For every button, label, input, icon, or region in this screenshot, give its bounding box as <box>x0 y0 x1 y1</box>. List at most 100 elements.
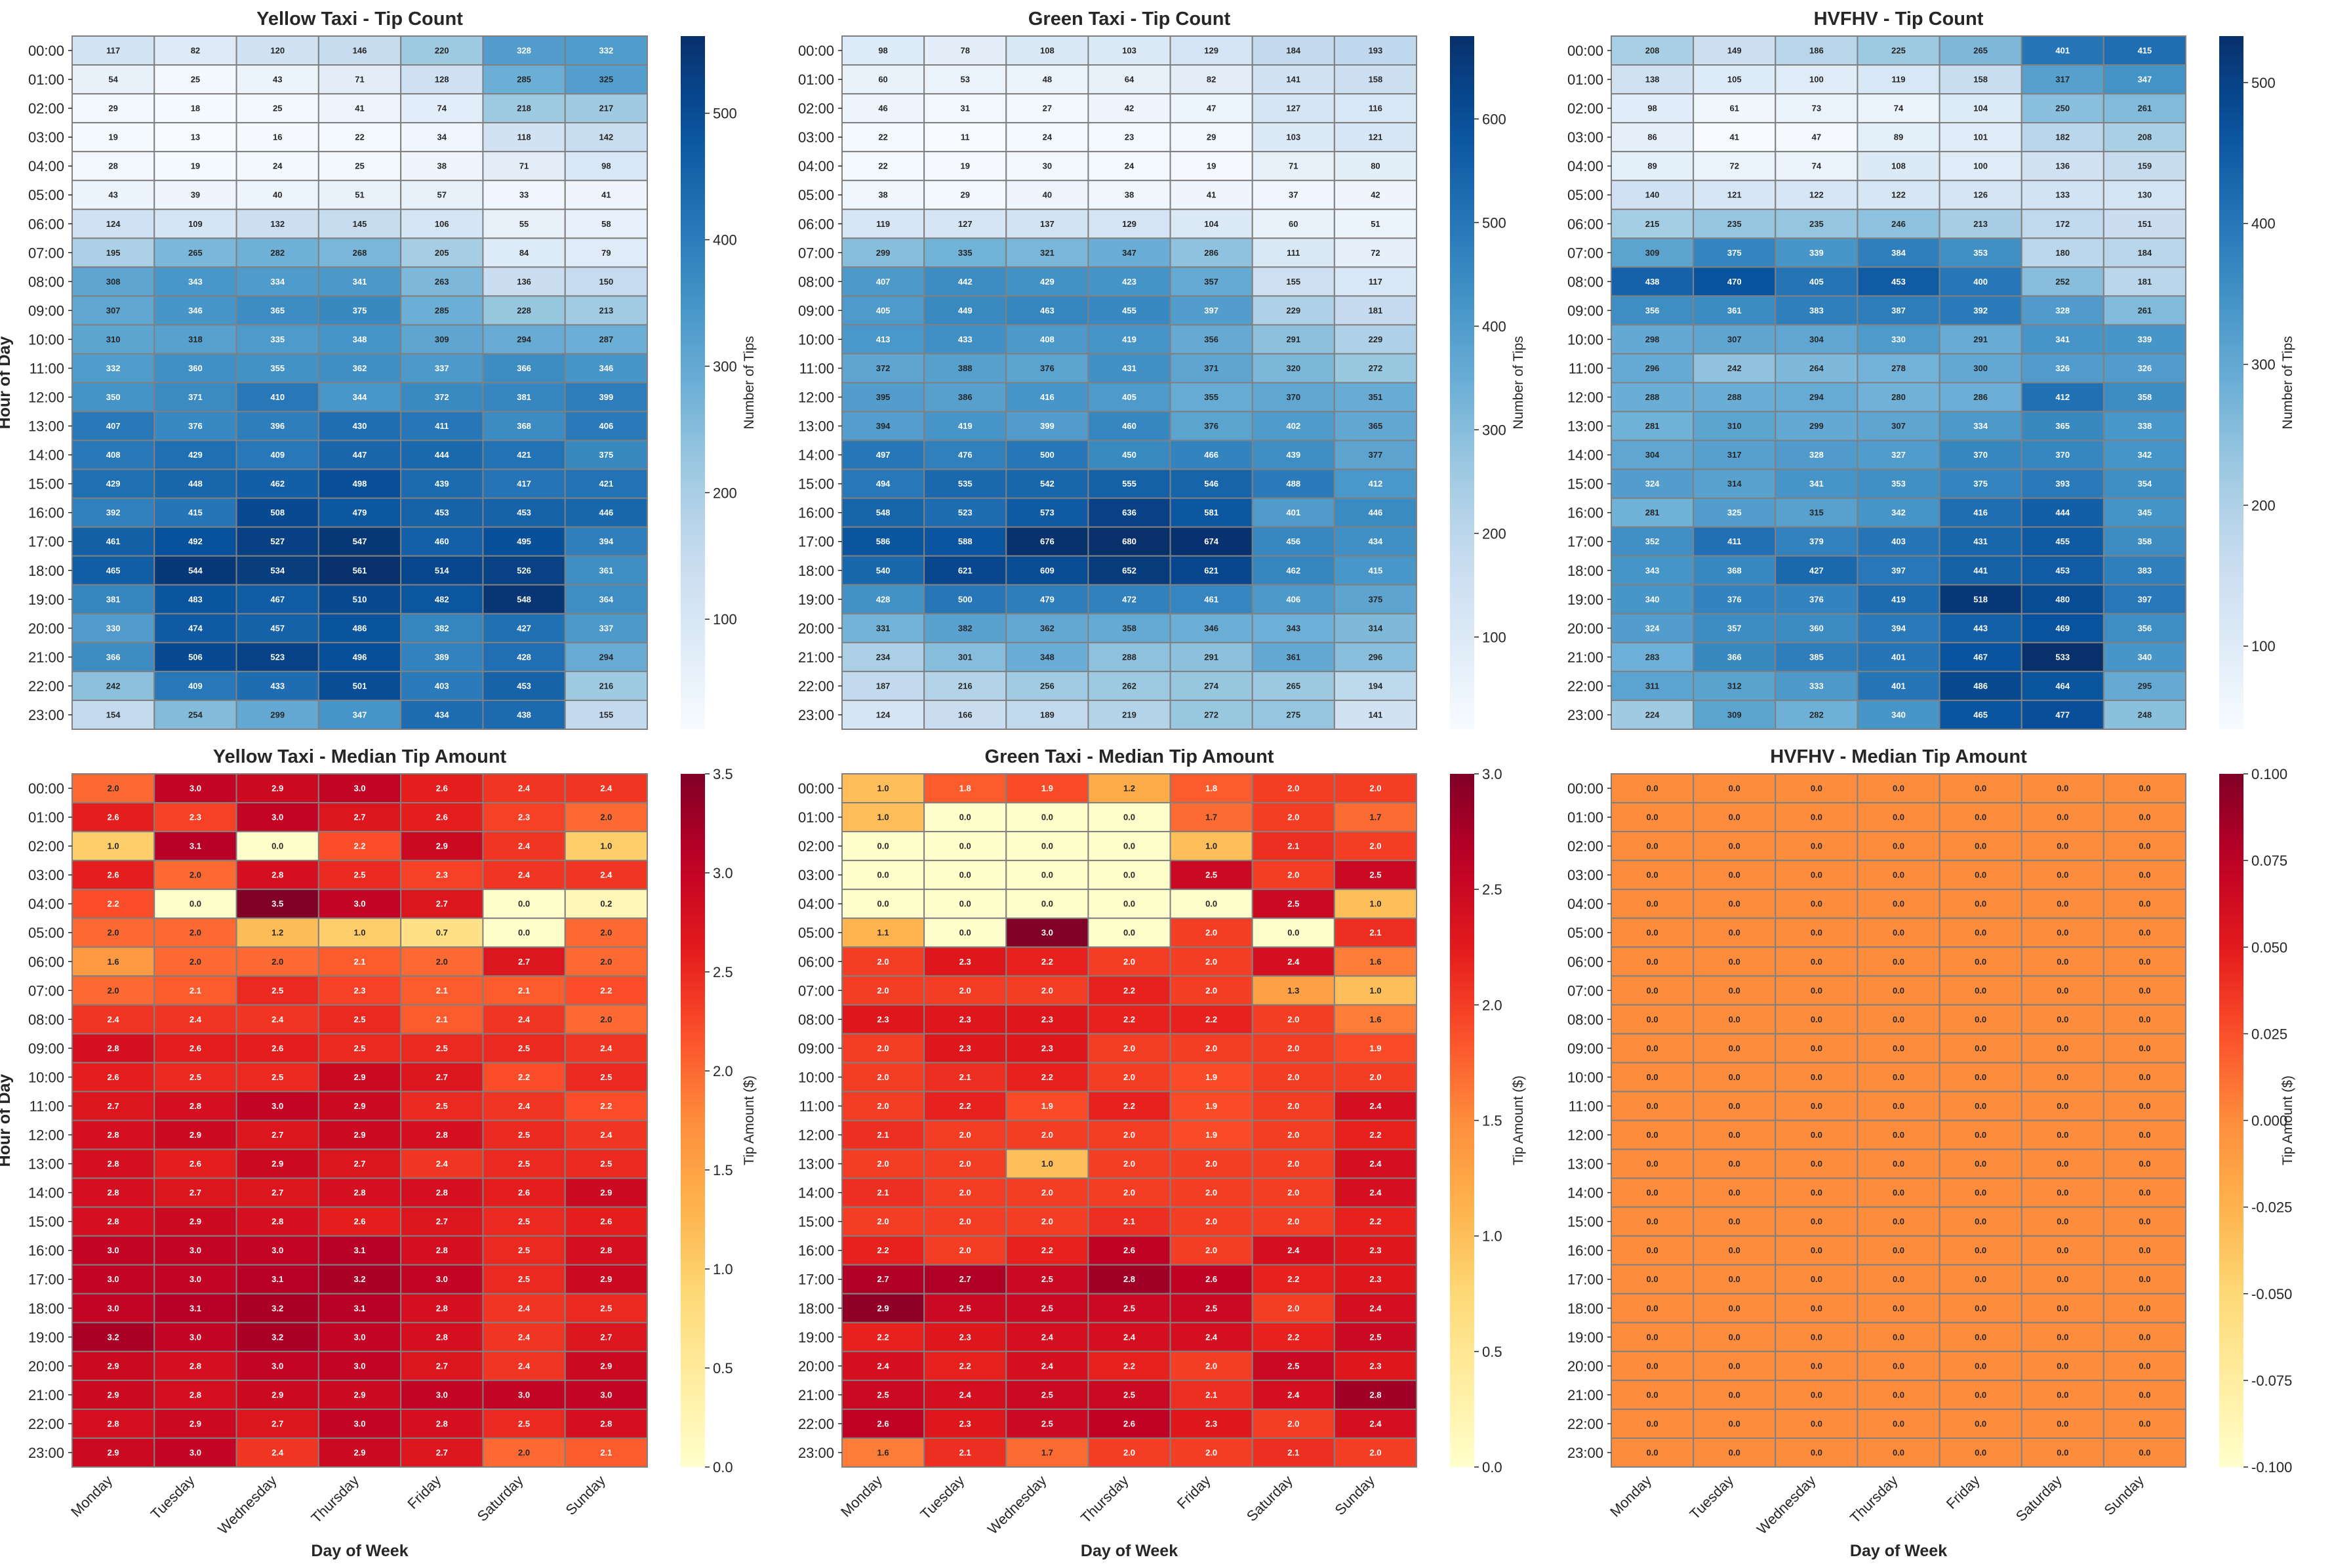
y-tick-label: 06:00 <box>1567 216 1603 232</box>
cell-value-label: 2.0 <box>1205 1361 1217 1371</box>
cell-value-label: 2.7 <box>271 1130 283 1140</box>
cell-value-label: 0.0 <box>1893 986 1904 995</box>
heatmap-cell <box>71 180 155 211</box>
cell-value-label: 335 <box>270 334 285 344</box>
cell-value-label: 2.0 <box>1041 986 1053 995</box>
cell-value-label: 46 <box>878 104 887 113</box>
cell-value-label: 2.4 <box>518 1015 531 1024</box>
cell-value-label: 335 <box>958 248 973 258</box>
cell-value-label: 2.0 <box>877 1043 889 1053</box>
cell-value-label: 22 <box>878 161 887 171</box>
heatmap-cell <box>1775 1321 1859 1352</box>
heatmap-cell <box>564 1119 649 1150</box>
cell-value-label: 2.5 <box>600 1159 612 1169</box>
heatmap-cell <box>1775 1408 1859 1439</box>
cell-value-label: 0.0 <box>2139 1361 2150 1371</box>
cell-value-label: 19 <box>1207 161 1216 171</box>
cell-value-label: 0.0 <box>1041 813 1053 822</box>
cell-value-label: 365 <box>1369 421 1383 431</box>
heatmap-cell <box>564 468 649 499</box>
y-tick-label: 21:00 <box>1567 649 1603 666</box>
cell-value-label: 405 <box>1809 277 1824 287</box>
y-tick-label: 20:00 <box>1567 620 1603 637</box>
heatmap-cell <box>1857 93 1940 124</box>
heatmap-cell <box>400 439 484 470</box>
heatmap-cell <box>153 1119 237 1150</box>
cell-value-label: 523 <box>958 508 973 517</box>
y-tick-label: 08:00 <box>798 1011 834 1028</box>
heatmap-cell <box>1775 151 1859 182</box>
cell-value-label: 172 <box>2055 219 2070 229</box>
cell-value-label: 368 <box>1727 565 1742 575</box>
heatmap-cell <box>923 699 1007 731</box>
cell-value-label: 2.0 <box>1287 1418 1299 1428</box>
heatmap-cell <box>1251 946 1335 977</box>
cell-value-label: 2.4 <box>518 870 531 880</box>
cell-value-label: 2.9 <box>353 1390 365 1399</box>
cell-value-label: 41 <box>601 190 611 200</box>
heatmap-cell <box>71 1321 155 1352</box>
cell-value-label: 2.0 <box>1205 1188 1217 1197</box>
cell-value-label: 2.0 <box>600 813 612 822</box>
cell-value-label: 299 <box>1809 421 1824 431</box>
cell-value-label: 22 <box>878 132 887 142</box>
cell-value-label: 482 <box>435 594 449 604</box>
heatmap-cell <box>1857 1350 1940 1381</box>
heatmap-cell <box>1005 439 1089 470</box>
cell-value-label: 0.0 <box>2139 1390 2150 1399</box>
cell-value-label: 126 <box>1973 190 1988 200</box>
cell-value-label: 430 <box>353 421 367 431</box>
heatmap-cell <box>153 1004 237 1035</box>
heatmap-cell <box>1087 1408 1171 1439</box>
cell-value-label: 397 <box>2138 594 2152 604</box>
cell-value-label: 2.7 <box>190 1188 201 1197</box>
cell-value-label: 1.7 <box>1205 813 1217 822</box>
heatmap-cell <box>153 641 237 672</box>
heatmap-cell <box>841 860 925 891</box>
heatmap-cell <box>841 1177 925 1208</box>
heatmap-cell <box>1693 1148 1777 1179</box>
cell-value-label: 352 <box>1645 536 1660 546</box>
heatmap-cell <box>482 35 566 66</box>
cell-value-label: 332 <box>106 363 121 373</box>
heatmap-cell <box>1169 324 1253 355</box>
heatmap-cell <box>923 151 1007 182</box>
heatmap-cell <box>1333 1437 1418 1468</box>
colorbar-tick-label: 0.5 <box>713 1360 733 1377</box>
heatmap-cell <box>317 946 402 977</box>
heatmap-cell <box>1775 324 1859 355</box>
cell-value-label: 2.4 <box>1369 1418 1382 1428</box>
cell-value-label: 2.2 <box>959 1361 971 1371</box>
cell-value-label: 2.0 <box>1287 1130 1299 1140</box>
heatmap-cell <box>2102 180 2187 211</box>
heatmap-cell <box>1611 917 1695 948</box>
y-tick-label: 08:00 <box>28 1011 64 1028</box>
cell-value-label: 401 <box>2055 46 2070 56</box>
cell-value-label: 652 <box>1122 565 1136 575</box>
y-tick-label: 03:00 <box>1567 867 1603 883</box>
colorbar-tick-label: 100 <box>713 611 737 628</box>
heatmap-cell <box>841 1004 925 1035</box>
y-tick-label: 17:00 <box>28 534 64 550</box>
heatmap-cell <box>317 382 402 412</box>
cell-value-label: 0.0 <box>1647 1130 1659 1140</box>
cell-value-label: 2.1 <box>353 957 365 967</box>
heatmap-cell <box>564 1062 649 1093</box>
cell-value-label: 2.0 <box>1123 1072 1135 1082</box>
colorbar-tick-label: 300 <box>2251 357 2276 373</box>
cell-value-label: 3.0 <box>271 1361 283 1371</box>
heatmap-cell <box>923 613 1007 643</box>
heatmap-cell <box>564 1321 649 1352</box>
heatmap-cell <box>1333 497 1418 528</box>
heatmap-cell <box>923 497 1007 528</box>
cell-value-label: 0.0 <box>959 928 971 938</box>
heatmap-cell <box>1087 266 1171 297</box>
cell-value-label: 389 <box>435 652 449 662</box>
cell-value-label: 2.7 <box>877 1274 889 1284</box>
cell-value-label: 500 <box>958 594 973 604</box>
cell-value-label: 301 <box>958 652 973 662</box>
heatmap-cell <box>71 773 155 804</box>
y-tick-label: 17:00 <box>1567 1272 1603 1288</box>
cell-value-label: 0.0 <box>1729 1101 1740 1111</box>
heatmap-cell <box>317 975 402 1006</box>
